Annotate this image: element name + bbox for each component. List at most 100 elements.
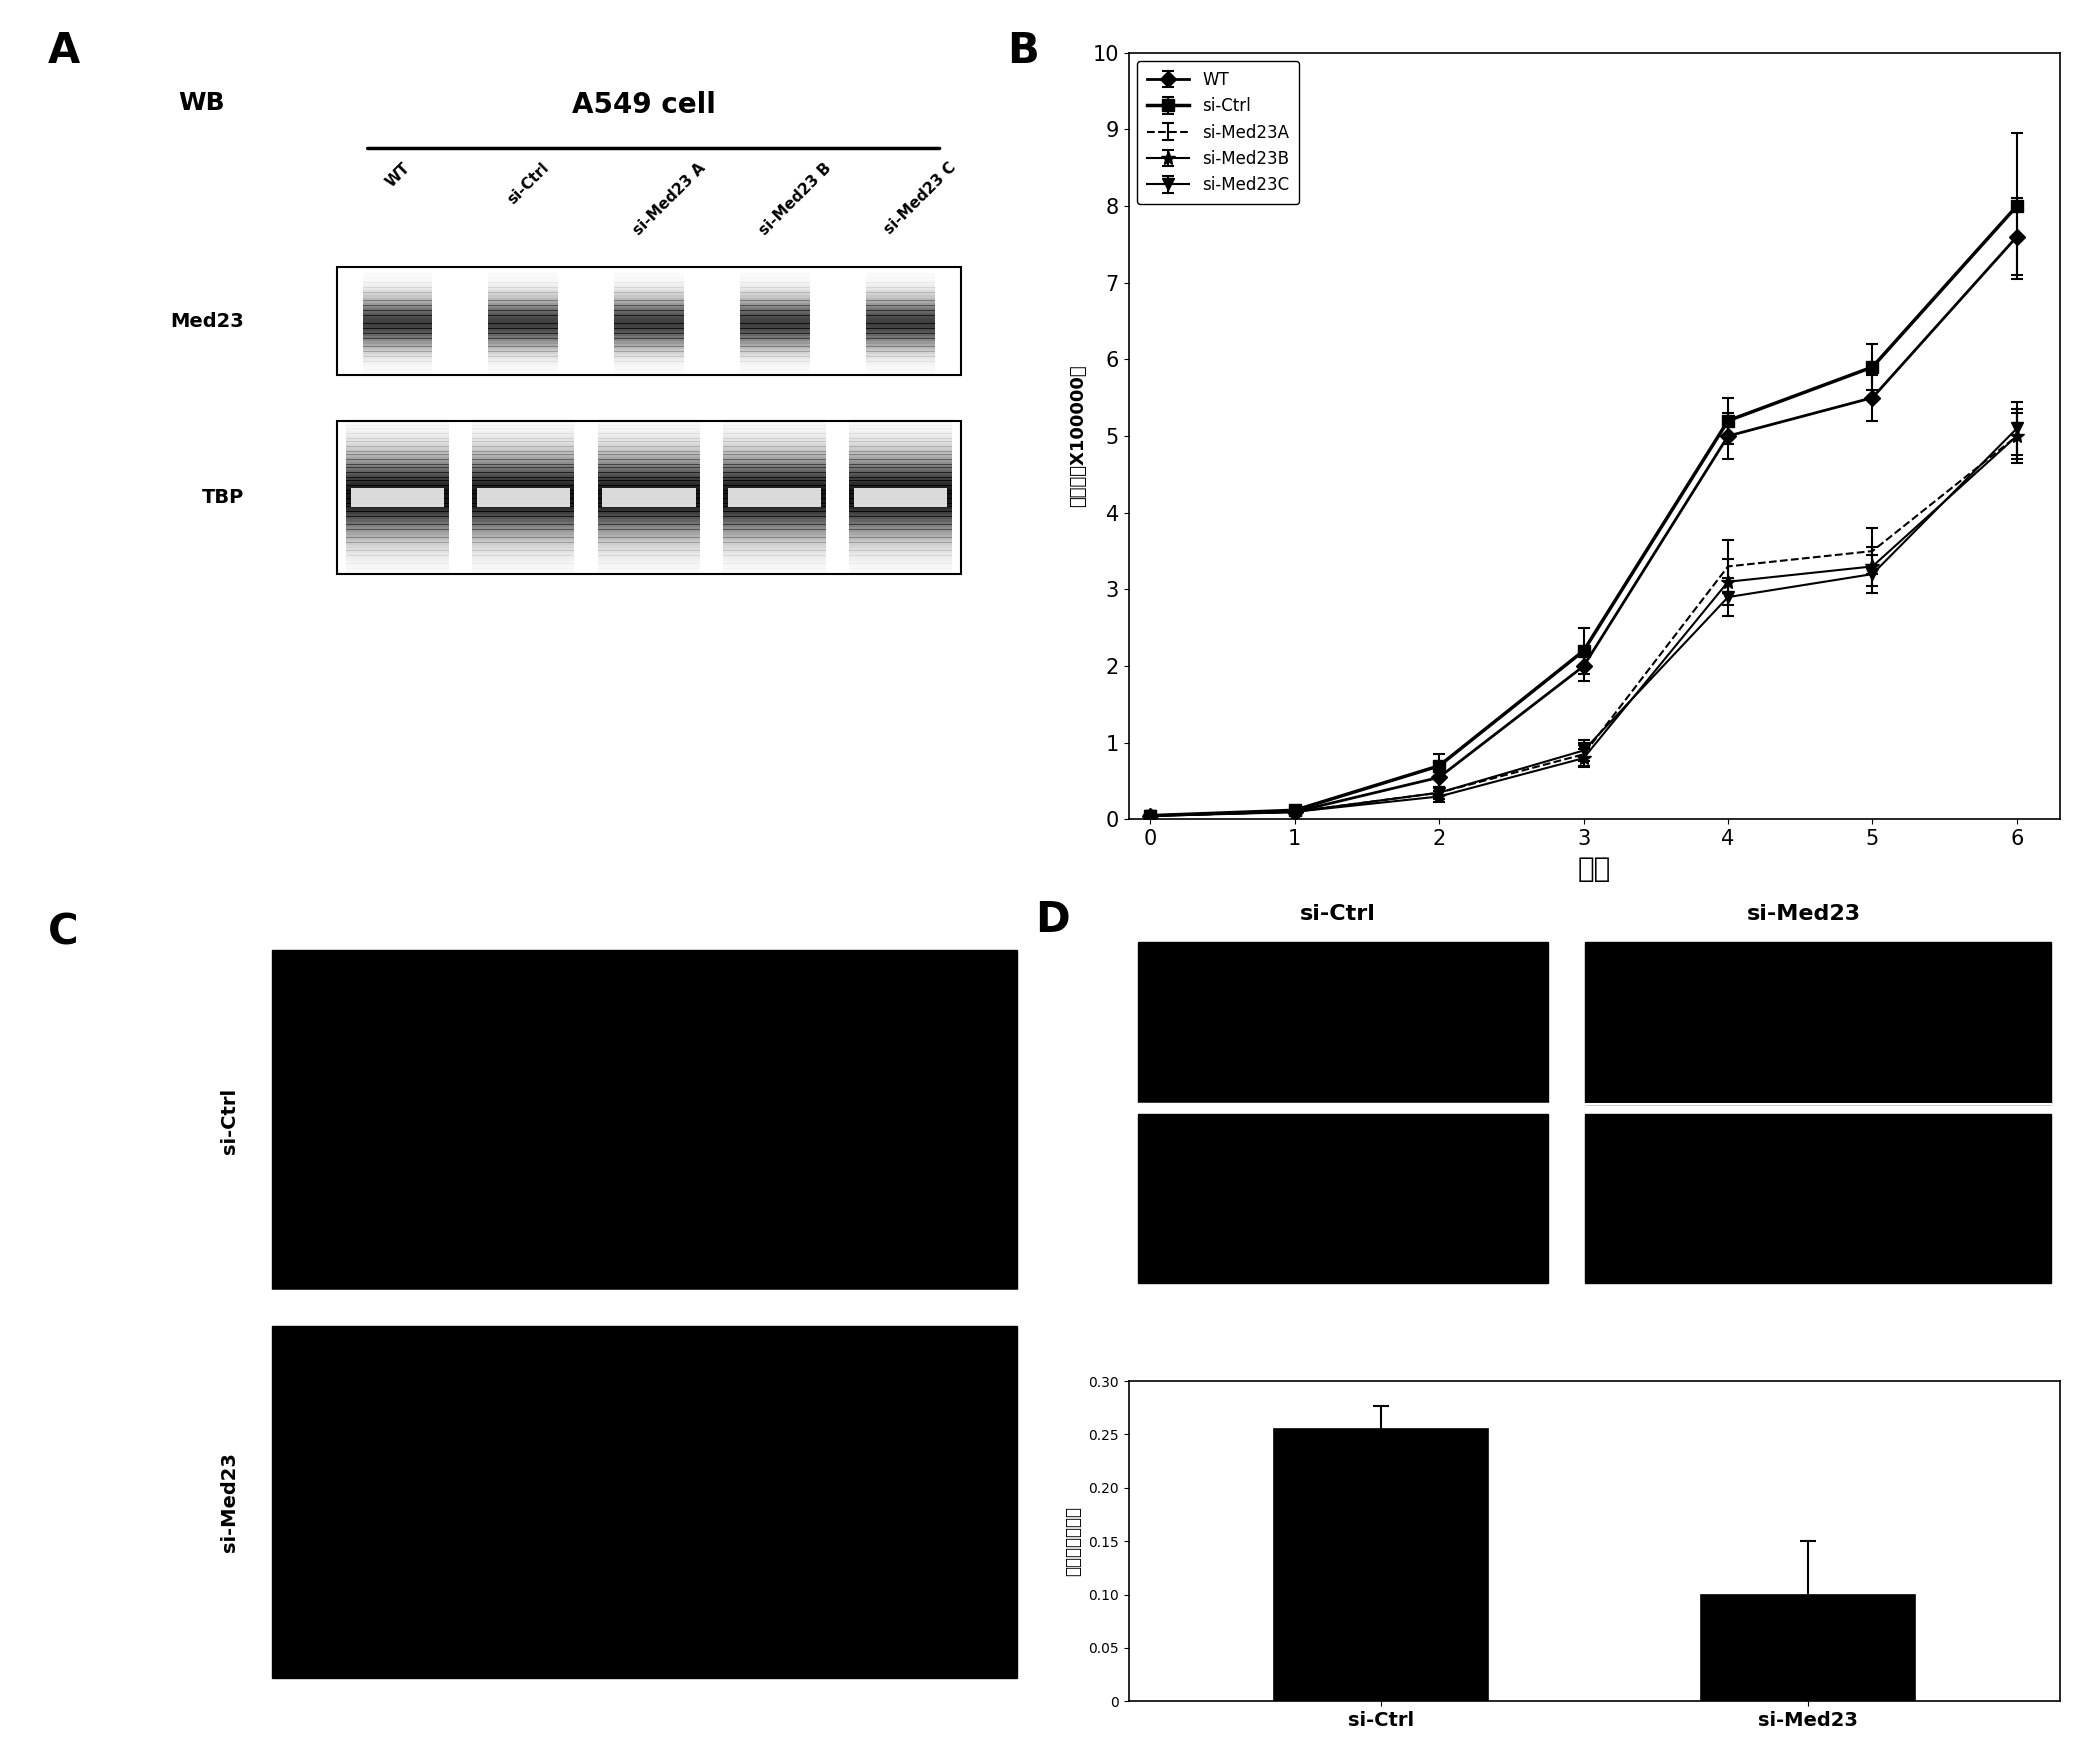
Bar	[866, 344, 936, 347]
Bar	[741, 356, 810, 360]
Bar	[345, 510, 449, 514]
Bar	[597, 493, 699, 496]
Bar	[849, 521, 951, 524]
Bar	[849, 460, 951, 463]
Bar	[849, 444, 951, 447]
Bar	[345, 547, 449, 551]
Bar	[489, 365, 558, 367]
Bar	[362, 293, 433, 295]
Bar	[489, 303, 558, 305]
Bar	[724, 440, 826, 444]
Bar	[849, 540, 951, 544]
Bar	[597, 444, 699, 447]
Bar	[597, 496, 699, 498]
Bar	[472, 521, 574, 524]
Bar	[849, 461, 951, 465]
Bar	[866, 368, 936, 372]
Bar	[345, 558, 449, 561]
Bar	[597, 558, 699, 561]
Bar	[345, 426, 449, 428]
Bar	[472, 535, 574, 538]
Bar	[472, 547, 574, 551]
Bar	[345, 493, 449, 496]
Bar	[597, 567, 699, 568]
Bar	[362, 284, 433, 288]
Bar	[849, 516, 951, 519]
Bar	[614, 361, 685, 365]
Bar	[362, 326, 433, 328]
Bar	[489, 340, 558, 344]
Bar	[472, 545, 574, 547]
Bar	[345, 561, 449, 563]
Bar	[866, 346, 936, 349]
Bar	[724, 556, 826, 558]
Bar	[614, 368, 685, 372]
Bar	[362, 368, 433, 372]
Bar	[849, 491, 951, 493]
Bar	[614, 328, 685, 332]
Bar	[724, 553, 826, 556]
Bar	[345, 470, 449, 474]
Bar	[614, 367, 685, 370]
Bar	[724, 503, 826, 507]
Bar	[597, 563, 699, 567]
Bar	[724, 446, 826, 449]
Bar	[724, 456, 826, 460]
Bar	[724, 526, 826, 530]
Bar	[614, 305, 685, 309]
Bar	[597, 426, 699, 428]
Bar	[597, 502, 699, 503]
Bar	[849, 433, 951, 437]
Bar	[849, 556, 951, 558]
Bar	[849, 519, 951, 523]
Bar	[741, 340, 810, 344]
Bar	[866, 293, 936, 295]
Bar	[724, 433, 826, 437]
Bar	[866, 298, 936, 300]
Bar	[614, 321, 685, 323]
Bar	[345, 553, 449, 556]
Bar	[724, 567, 826, 568]
Bar	[345, 435, 449, 438]
Bar	[472, 475, 574, 477]
Bar	[724, 486, 826, 488]
Bar	[724, 563, 826, 567]
Bar	[472, 472, 574, 475]
Bar	[614, 351, 685, 354]
Bar	[849, 503, 951, 507]
Bar	[853, 488, 947, 507]
Bar	[472, 551, 574, 553]
Bar	[741, 277, 810, 281]
Bar	[849, 446, 951, 449]
Bar	[597, 516, 699, 519]
Bar	[472, 510, 574, 514]
Bar	[849, 451, 951, 454]
Bar	[866, 328, 936, 332]
Bar	[472, 561, 574, 563]
Text: D: D	[1036, 900, 1070, 942]
Bar	[362, 282, 433, 286]
Bar	[345, 438, 449, 442]
Bar	[472, 431, 574, 433]
Bar	[849, 510, 951, 514]
Bar	[724, 524, 826, 528]
Bar	[489, 328, 558, 332]
Bar	[345, 431, 449, 433]
Bar	[724, 519, 826, 523]
Text: si-Ctrl: si-Ctrl	[1301, 903, 1376, 924]
Bar	[489, 298, 558, 300]
Bar	[741, 316, 810, 319]
Bar	[741, 284, 810, 288]
Bar	[724, 428, 826, 431]
Bar	[489, 279, 558, 282]
Bar	[849, 572, 951, 574]
Bar	[741, 333, 810, 337]
Bar	[741, 295, 810, 298]
Legend: WT, si-Ctrl, si-Med23A, si-Med23B, si-Med23C: WT, si-Ctrl, si-Med23A, si-Med23B, si-Me…	[1136, 61, 1299, 203]
Bar	[362, 310, 433, 314]
Text: si-Med23: si-Med23	[1746, 903, 1860, 924]
Bar	[849, 470, 951, 474]
Bar	[472, 503, 574, 507]
Bar	[741, 282, 810, 286]
Bar	[345, 433, 449, 437]
